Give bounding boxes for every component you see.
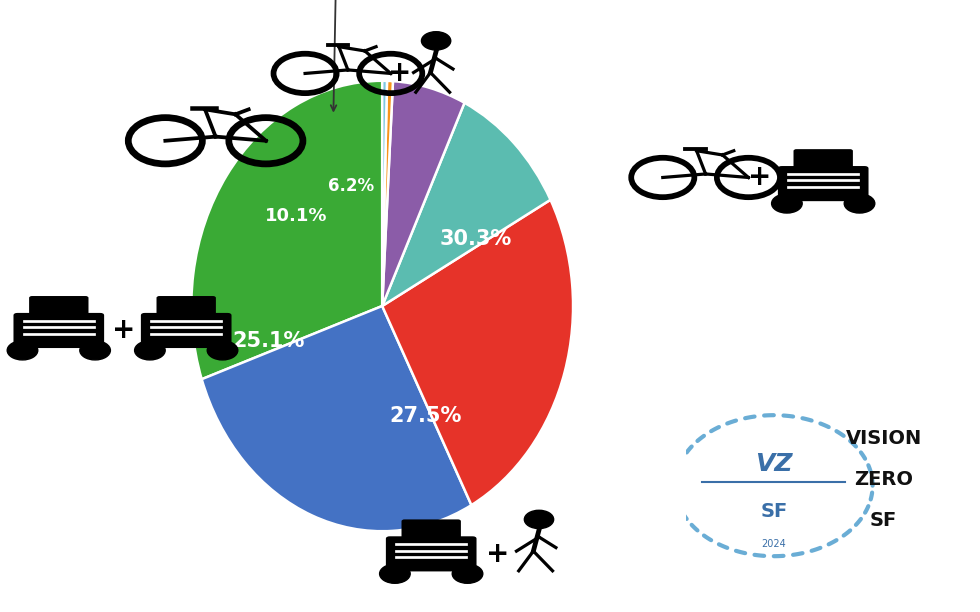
Wedge shape xyxy=(202,306,471,531)
Text: 27.5%: 27.5% xyxy=(389,406,462,426)
Wedge shape xyxy=(382,200,573,505)
Wedge shape xyxy=(382,81,465,306)
Text: 6.2%: 6.2% xyxy=(328,177,374,195)
Text: SF: SF xyxy=(760,502,788,521)
Text: ZERO: ZERO xyxy=(854,470,913,490)
Text: 2024: 2024 xyxy=(761,539,786,550)
Text: +: + xyxy=(112,316,135,345)
Wedge shape xyxy=(382,103,551,306)
Wedge shape xyxy=(382,81,393,306)
Wedge shape xyxy=(191,81,382,379)
Text: 10.1%: 10.1% xyxy=(266,207,327,225)
Text: SF: SF xyxy=(870,512,898,531)
Wedge shape xyxy=(382,81,387,306)
Text: VZ: VZ xyxy=(755,452,793,476)
Text: +: + xyxy=(748,163,771,192)
Text: 25.1%: 25.1% xyxy=(233,330,305,351)
Text: VISION: VISION xyxy=(846,429,922,448)
Text: +: + xyxy=(486,540,510,568)
Text: 30.3%: 30.3% xyxy=(439,230,512,250)
Text: +: + xyxy=(388,59,412,88)
